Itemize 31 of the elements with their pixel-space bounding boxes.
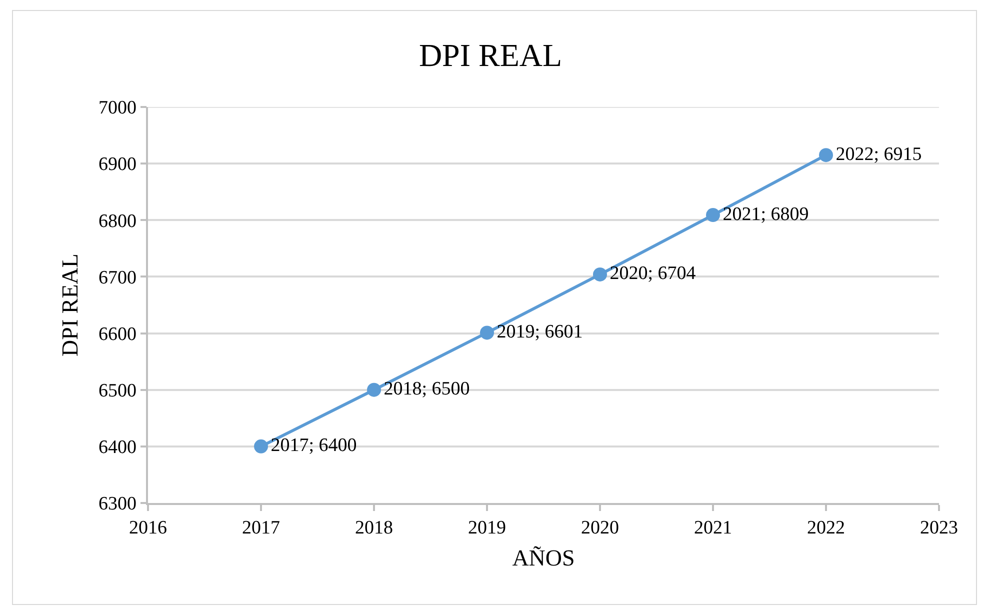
y-tick-label: 6500 xyxy=(98,380,136,402)
y-tick-label: 6400 xyxy=(98,437,136,458)
point xyxy=(367,382,381,397)
x-tick-label: 2019 xyxy=(468,518,506,539)
x-tick-label: 2023 xyxy=(920,518,958,539)
data-label: 2021; 6809 xyxy=(722,204,809,225)
point xyxy=(819,148,833,162)
data-label: 2019; 6601 xyxy=(496,321,583,342)
y-tick-label: 6800 xyxy=(98,210,136,232)
point xyxy=(593,267,607,282)
data-label: 2020; 6704 xyxy=(610,263,696,284)
point xyxy=(254,439,268,454)
point xyxy=(480,326,494,340)
x-tick-label: 2022 xyxy=(807,518,845,539)
y-tick-label: 6300 xyxy=(98,494,136,515)
x-tick-label: 2021 xyxy=(694,518,732,539)
chart-title: DPI REAL xyxy=(418,36,562,73)
x-tick-label: 2018 xyxy=(355,518,393,539)
point xyxy=(706,208,720,222)
data-label: 2018; 6500 xyxy=(384,378,470,400)
x-axis-title: AÑOS xyxy=(512,546,575,571)
x-tick-label: 2016 xyxy=(129,518,167,539)
x-tick-label: 2020 xyxy=(581,518,619,539)
data-label: 2017; 6400 xyxy=(270,435,357,456)
y-tick-label: 6900 xyxy=(98,154,136,176)
y-tick-label: 6600 xyxy=(98,324,136,345)
data-label: 2022; 6915 xyxy=(836,144,922,165)
y-tick-label: 6700 xyxy=(98,267,136,288)
x-tick-label: 2017 xyxy=(242,518,280,539)
y-axis-title: DPI REAL xyxy=(57,254,82,356)
y-tick-label: 7000 xyxy=(98,98,136,119)
